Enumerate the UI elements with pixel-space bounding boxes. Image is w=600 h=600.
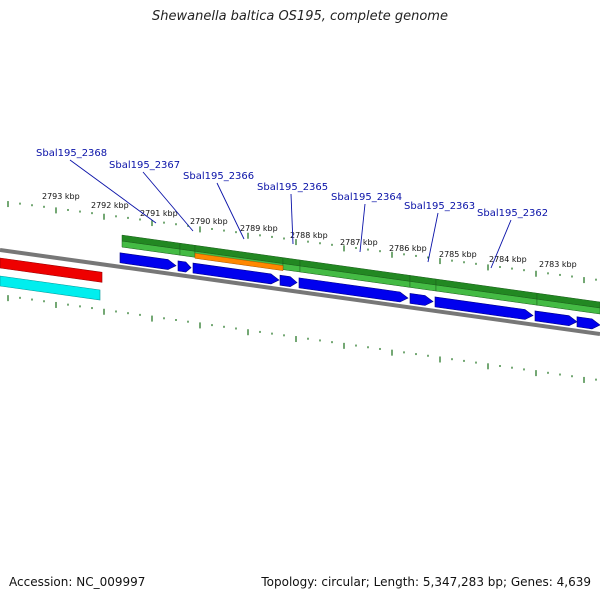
gene-labels: Sbal195_2368Sbal195_2367Sbal195_2366Sbal… bbox=[36, 148, 548, 269]
cds-arrow[interactable] bbox=[279, 274, 298, 287]
scale-labels: 2793 kbp 2792 kbp 2791 kbp 2790 kbp 2789 kbp… bbox=[42, 192, 577, 269]
map-title: Shewanella baltica OS195, complete genom… bbox=[152, 9, 448, 24]
gene-label[interactable]: Sbal195_2363 bbox=[404, 201, 475, 212]
gene-label-leader bbox=[216, 182, 245, 240]
gene-label[interactable]: Sbal195_2365 bbox=[257, 182, 328, 193]
cds-arrow[interactable] bbox=[409, 293, 434, 306]
gene-label-leader bbox=[490, 219, 512, 269]
gene-label[interactable]: Sbal195_2364 bbox=[331, 192, 402, 203]
feature-tracks bbox=[0, 234, 600, 330]
gene-label[interactable]: Sbal195_2366 bbox=[183, 171, 254, 182]
highlighted-gene-bar[interactable] bbox=[194, 253, 284, 271]
cds-arrow[interactable] bbox=[119, 252, 177, 270]
gene-label-leader bbox=[427, 212, 439, 263]
tick-marks bbox=[7, 201, 597, 383]
cds-arrow[interactable] bbox=[576, 316, 600, 330]
cds-arrow[interactable] bbox=[298, 277, 409, 303]
gene-label[interactable]: Sbal195_2362 bbox=[477, 208, 548, 219]
scale-label: 2784 kbp bbox=[489, 255, 527, 264]
scale-label: 2793 kbp bbox=[42, 192, 80, 201]
gene-segment-dark[interactable] bbox=[536, 292, 600, 309]
cyan-feature-bar[interactable] bbox=[0, 275, 101, 301]
red-feature-bar[interactable] bbox=[0, 257, 103, 283]
genome-backbone bbox=[0, 248, 600, 336]
scale-label: 2791 kbp bbox=[140, 209, 178, 218]
gene-label-leader bbox=[359, 203, 366, 253]
cds-arrow[interactable] bbox=[177, 260, 192, 273]
cds-arrow[interactable] bbox=[192, 262, 280, 285]
gene-label[interactable]: Sbal195_2367 bbox=[109, 160, 180, 171]
genome-summary-text: Topology: circular; Length: 5,347,283 bp… bbox=[261, 575, 591, 589]
scale-label: 2792 kbp bbox=[91, 201, 129, 210]
scale-label: 2786 kbp bbox=[389, 244, 427, 253]
accession-text: Accession: NC_009997 bbox=[9, 575, 146, 589]
gene-label-leader bbox=[142, 171, 194, 232]
gene-label-leader bbox=[290, 193, 294, 245]
cds-arrow[interactable] bbox=[534, 310, 578, 326]
scale-label: 2790 kbp bbox=[190, 217, 228, 226]
scale-label: 2787 kbp bbox=[340, 238, 378, 247]
gene-segment[interactable] bbox=[536, 298, 600, 315]
gene-label-leader bbox=[69, 159, 157, 224]
scale-label: 2789 kbp bbox=[240, 224, 278, 233]
scale-label: 2785 kbp bbox=[439, 250, 477, 259]
cds-arrow[interactable] bbox=[434, 296, 534, 320]
scale-label: 2788 kbp bbox=[290, 231, 328, 240]
scale-label: 2783 kbp bbox=[539, 260, 577, 269]
gene-label[interactable]: Sbal195_2368 bbox=[36, 148, 107, 159]
